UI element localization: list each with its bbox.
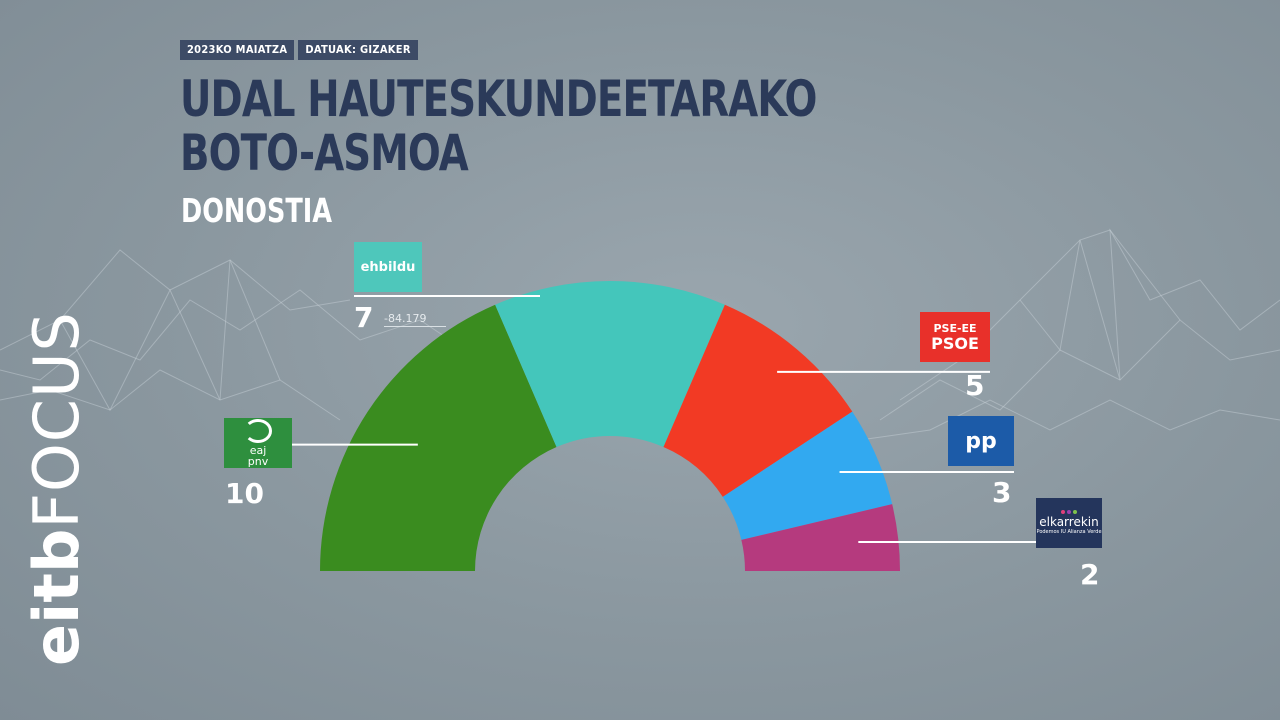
- eaj-logo-line1: eaj: [249, 444, 267, 457]
- pse-psoe-seat-segment: [663, 304, 853, 497]
- ehbildu-seats: 7: [354, 301, 374, 334]
- psoe-logo-line2: PSOE: [931, 333, 979, 353]
- pse-psoe-logo: PSE-EE PSOE: [920, 312, 990, 362]
- ehbildu-secondary-label: -84.179: [384, 312, 447, 327]
- elkarrekin-seat-segment: [741, 504, 900, 571]
- title-line-2: BOTO-ASMOA: [180, 124, 469, 182]
- header-tags: 2023KO MAIATZA DATUAK: GIZAKER: [180, 40, 418, 60]
- ehbildu-logo-text: ehbildu: [360, 259, 416, 275]
- page-title: UDAL HAUTESKUNDEETARAKO BOTO-ASMOA: [180, 72, 817, 180]
- eaj-logo-line2: pnv: [247, 455, 269, 468]
- eaj-pnv-seats: 10: [225, 477, 264, 510]
- elkarrekin-dots-icon: [1061, 510, 1077, 514]
- eaj-pnv-logo: eaj pnv: [224, 418, 292, 468]
- pp-logo-text: pp: [965, 428, 997, 454]
- source-tag: DATUAK: GIZAKER: [298, 40, 418, 60]
- ehbildu-logo: ehbildu: [354, 242, 422, 292]
- ehbildu-seat-segment: [495, 280, 725, 448]
- elkarrekin-logo-line2: Podemos IU Alianza Verde: [1036, 529, 1102, 535]
- page-subtitle: DONOSTIA: [181, 191, 333, 230]
- pse-psoe-seats: 5: [965, 369, 985, 402]
- psoe-logo-line1: PSE-EE: [933, 321, 977, 335]
- elkarrekin-logo: elkarrekin Podemos IU Alianza Verde: [1036, 498, 1102, 548]
- elkarrekin-seats: 2: [1080, 558, 1100, 591]
- title-line-1: UDAL HAUTESKUNDEETARAKO: [180, 70, 817, 128]
- eaj-pnv-mark-icon: [244, 419, 272, 443]
- eaj-pnv-seat-segment: [320, 304, 557, 571]
- date-tag: 2023KO MAIATZA: [180, 40, 295, 60]
- elkarrekin-logo-line1: elkarrekin: [1039, 515, 1099, 529]
- pp-seat-segment: [722, 411, 893, 540]
- pp-seats: 3: [992, 476, 1012, 509]
- pp-logo: pp: [948, 416, 1014, 466]
